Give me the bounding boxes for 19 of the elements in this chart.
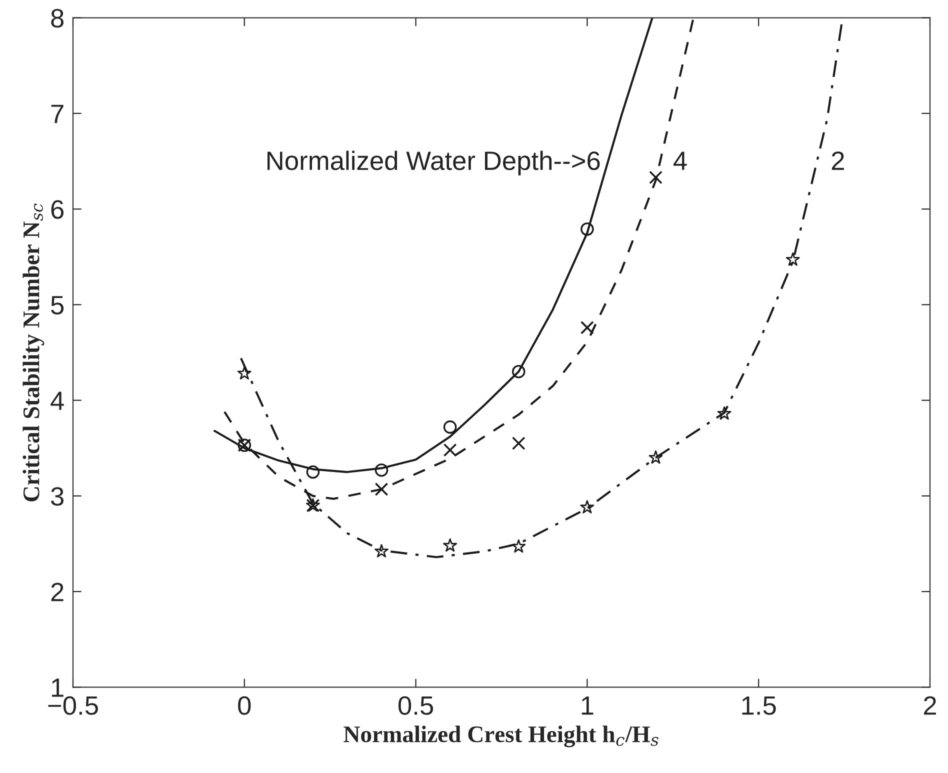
y-tick-label: 8 — [51, 8, 64, 28]
y-tick-label: 5 — [51, 296, 64, 314]
annotation: Normalized Water Depth-->6 — [268, 150, 600, 176]
y-tick-label: 4 — [50, 392, 64, 410]
y-axis-title: Critical Stability Number N$_{sc}$ — [22, 204, 44, 502]
y-tick-label: 6 — [51, 200, 64, 219]
x-tick-label: 2 — [924, 696, 936, 715]
y-tick-label: 3 — [50, 487, 64, 506]
x-tick-label: 0 — [238, 696, 251, 715]
x-tick-label: −0.5 — [48, 696, 98, 715]
annotation: 4 — [673, 152, 687, 170]
y-tick-label: 7 — [51, 104, 64, 123]
y-tick-label: 2 — [51, 582, 64, 602]
annotation: 2 — [832, 151, 844, 170]
y-tick-label: 1 — [52, 678, 64, 697]
x-tick-label: 1.5 — [742, 696, 776, 715]
x-tick-label: 1 — [582, 696, 594, 715]
x-tick-label: 0.5 — [398, 696, 434, 715]
x-axis-title: Normalized Crest Height h$_{c}$/H$_{s}$ — [344, 726, 658, 748]
